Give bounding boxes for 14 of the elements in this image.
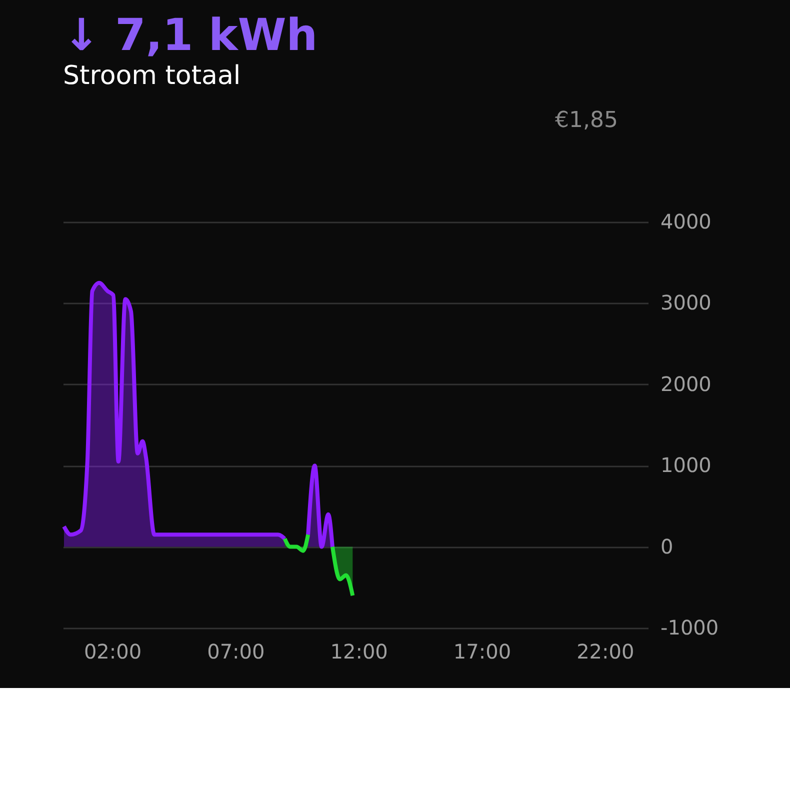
y-tick-label: 1000 (660, 453, 712, 478)
x-tick-label: 07:00 (207, 640, 265, 664)
y-tick-label: 2000 (660, 372, 712, 396)
y-tick-label: 0 (660, 534, 674, 558)
x-tick-label: 02:00 (84, 640, 142, 664)
y-tick-label: 3000 (660, 290, 712, 315)
y-tick-label: -1000 (660, 616, 719, 640)
x-tick-label: 17:00 (453, 640, 512, 664)
chart-title: ↓ 7,1 kWh (63, 10, 318, 61)
x-tick-label: 12:00 (330, 640, 388, 664)
x-tick-label: 22:00 (576, 640, 634, 664)
y-tick-label: 4000 (660, 210, 712, 234)
text: €1,85 (555, 108, 618, 133)
chart-subtitle: Stroom totaal (63, 61, 241, 91)
